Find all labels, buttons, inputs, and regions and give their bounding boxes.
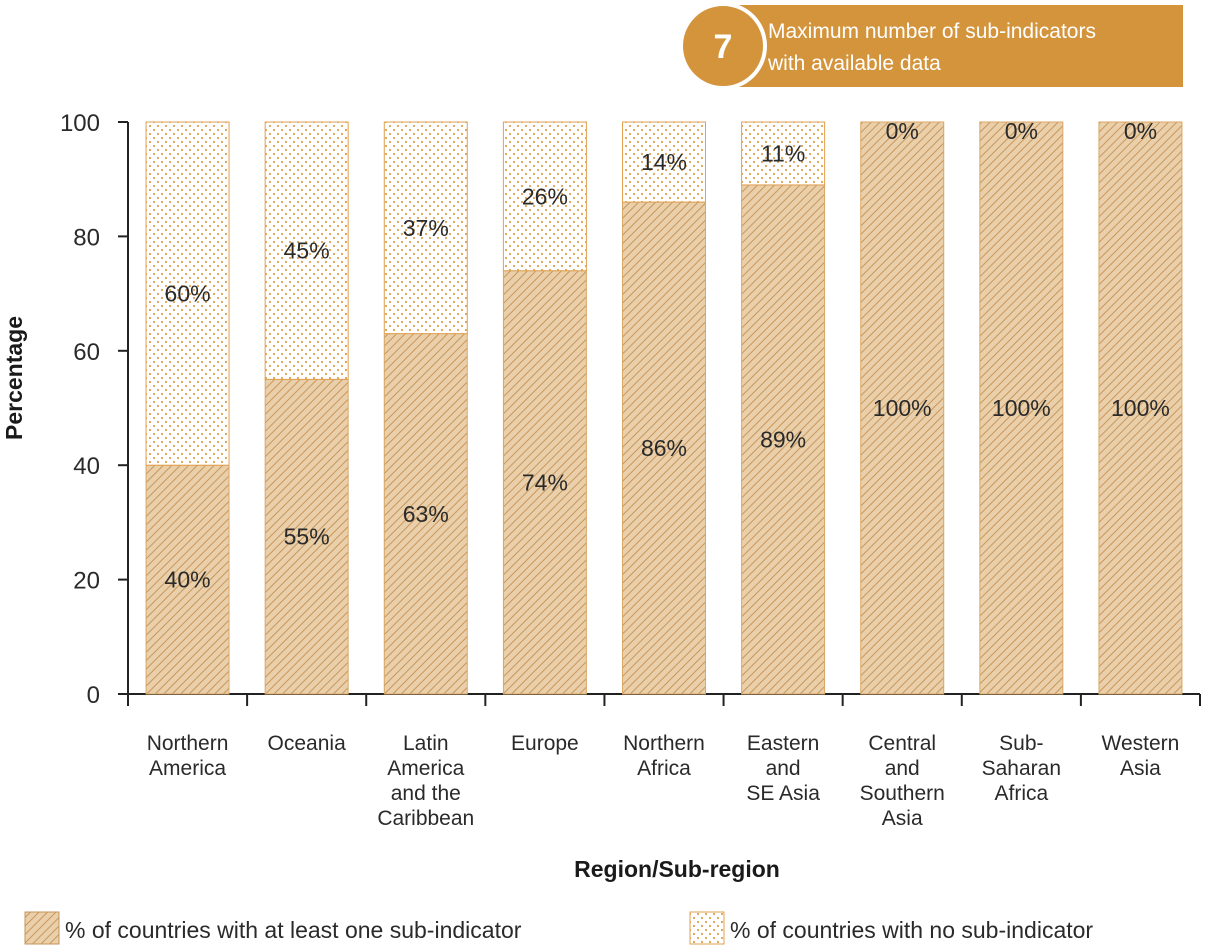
- data-label-with-sub-indicator: 100%: [992, 395, 1051, 421]
- data-label-with-sub-indicator: 74%: [522, 469, 568, 495]
- y-axis-title: Percentage: [1, 316, 27, 440]
- bar-with-sub-indicator: [264, 378, 349, 695]
- y-tick-label: 100: [60, 110, 100, 137]
- x-axis-title: Region/Sub-region: [574, 856, 780, 882]
- data-label-no-sub-indicator: 60%: [165, 281, 211, 307]
- banner-number-circle: [679, 2, 767, 90]
- category-label: Europe: [511, 732, 579, 755]
- category-label: Northern Africa: [623, 732, 705, 780]
- y-tick-label: 0: [87, 682, 100, 709]
- data-label-with-sub-indicator: 40%: [165, 567, 211, 593]
- legend: % of countries with at least one sub-ind…: [24, 911, 1093, 945]
- data-label-no-sub-indicator: 0%: [886, 118, 919, 144]
- bar-no-sub-indicator: [145, 121, 230, 466]
- y-tick-label: 40: [73, 453, 100, 480]
- data-label-no-sub-indicator: 11%: [761, 140, 805, 166]
- data-label-with-sub-indicator: 86%: [641, 435, 687, 461]
- data-label-with-sub-indicator: 100%: [1111, 395, 1170, 421]
- category-label: Central and Southern Asia: [860, 732, 945, 830]
- bar-no-sub-indicator: [264, 121, 349, 380]
- data-label-with-sub-indicator: 55%: [284, 524, 330, 550]
- bar-with-sub-indicator: [979, 121, 1064, 695]
- banner-background: [735, 5, 1183, 87]
- data-label-with-sub-indicator: 89%: [760, 426, 806, 452]
- data-label-no-sub-indicator: 0%: [1124, 118, 1157, 144]
- legend-label-with-sub-indicator: % of countries with at least one sub-ind…: [65, 917, 522, 943]
- legend-swatch-hatch: [24, 911, 60, 945]
- info-banner: 7 Maximum number of sub-indicators with …: [679, 2, 1183, 90]
- data-label-no-sub-indicator: 45%: [284, 238, 330, 264]
- legend-swatch-dots: [689, 911, 725, 945]
- data-label-with-sub-indicator: 100%: [873, 395, 932, 421]
- bar-no-sub-indicator: [502, 121, 587, 272]
- data-label-no-sub-indicator: 26%: [522, 183, 568, 209]
- bar-with-sub-indicator: [502, 270, 587, 695]
- category-label: Western Asia: [1102, 732, 1180, 780]
- category-label: Latin America and the Caribbean: [377, 732, 474, 830]
- category-label: Sub-Saharan Africa: [982, 732, 1061, 805]
- legend-label-no-sub-indicator: % of countries with no sub-indicator: [730, 917, 1093, 943]
- category-label: Northern America: [147, 732, 229, 780]
- bar-with-sub-indicator: [1098, 121, 1183, 695]
- data-label-no-sub-indicator: 37%: [403, 215, 449, 241]
- banner-number: 7: [714, 28, 733, 66]
- y-tick-label: 60: [73, 339, 100, 366]
- bar-no-sub-indicator: [741, 121, 826, 186]
- bar-with-sub-indicator: [383, 333, 468, 695]
- banner-line-2: with available data: [767, 52, 941, 75]
- bar-with-sub-indicator: [741, 184, 826, 695]
- bar-with-sub-indicator: [145, 464, 230, 695]
- data-label-no-sub-indicator: 0%: [1005, 118, 1038, 144]
- bar-with-sub-indicator: [622, 201, 706, 695]
- bar-no-sub-indicator: [383, 121, 468, 335]
- category-label: Oceania: [268, 732, 347, 755]
- bar-with-sub-indicator: [860, 121, 945, 695]
- y-tick-label: 80: [73, 224, 100, 251]
- category-label: Eastern and SE Asia: [746, 732, 820, 805]
- y-tick-label: 20: [73, 568, 100, 595]
- bar-no-sub-indicator: [622, 121, 706, 203]
- data-label-no-sub-indicator: 14%: [641, 149, 687, 175]
- banner-line-1: Maximum number of sub-indicators: [768, 20, 1096, 43]
- data-label-with-sub-indicator: 63%: [403, 501, 449, 527]
